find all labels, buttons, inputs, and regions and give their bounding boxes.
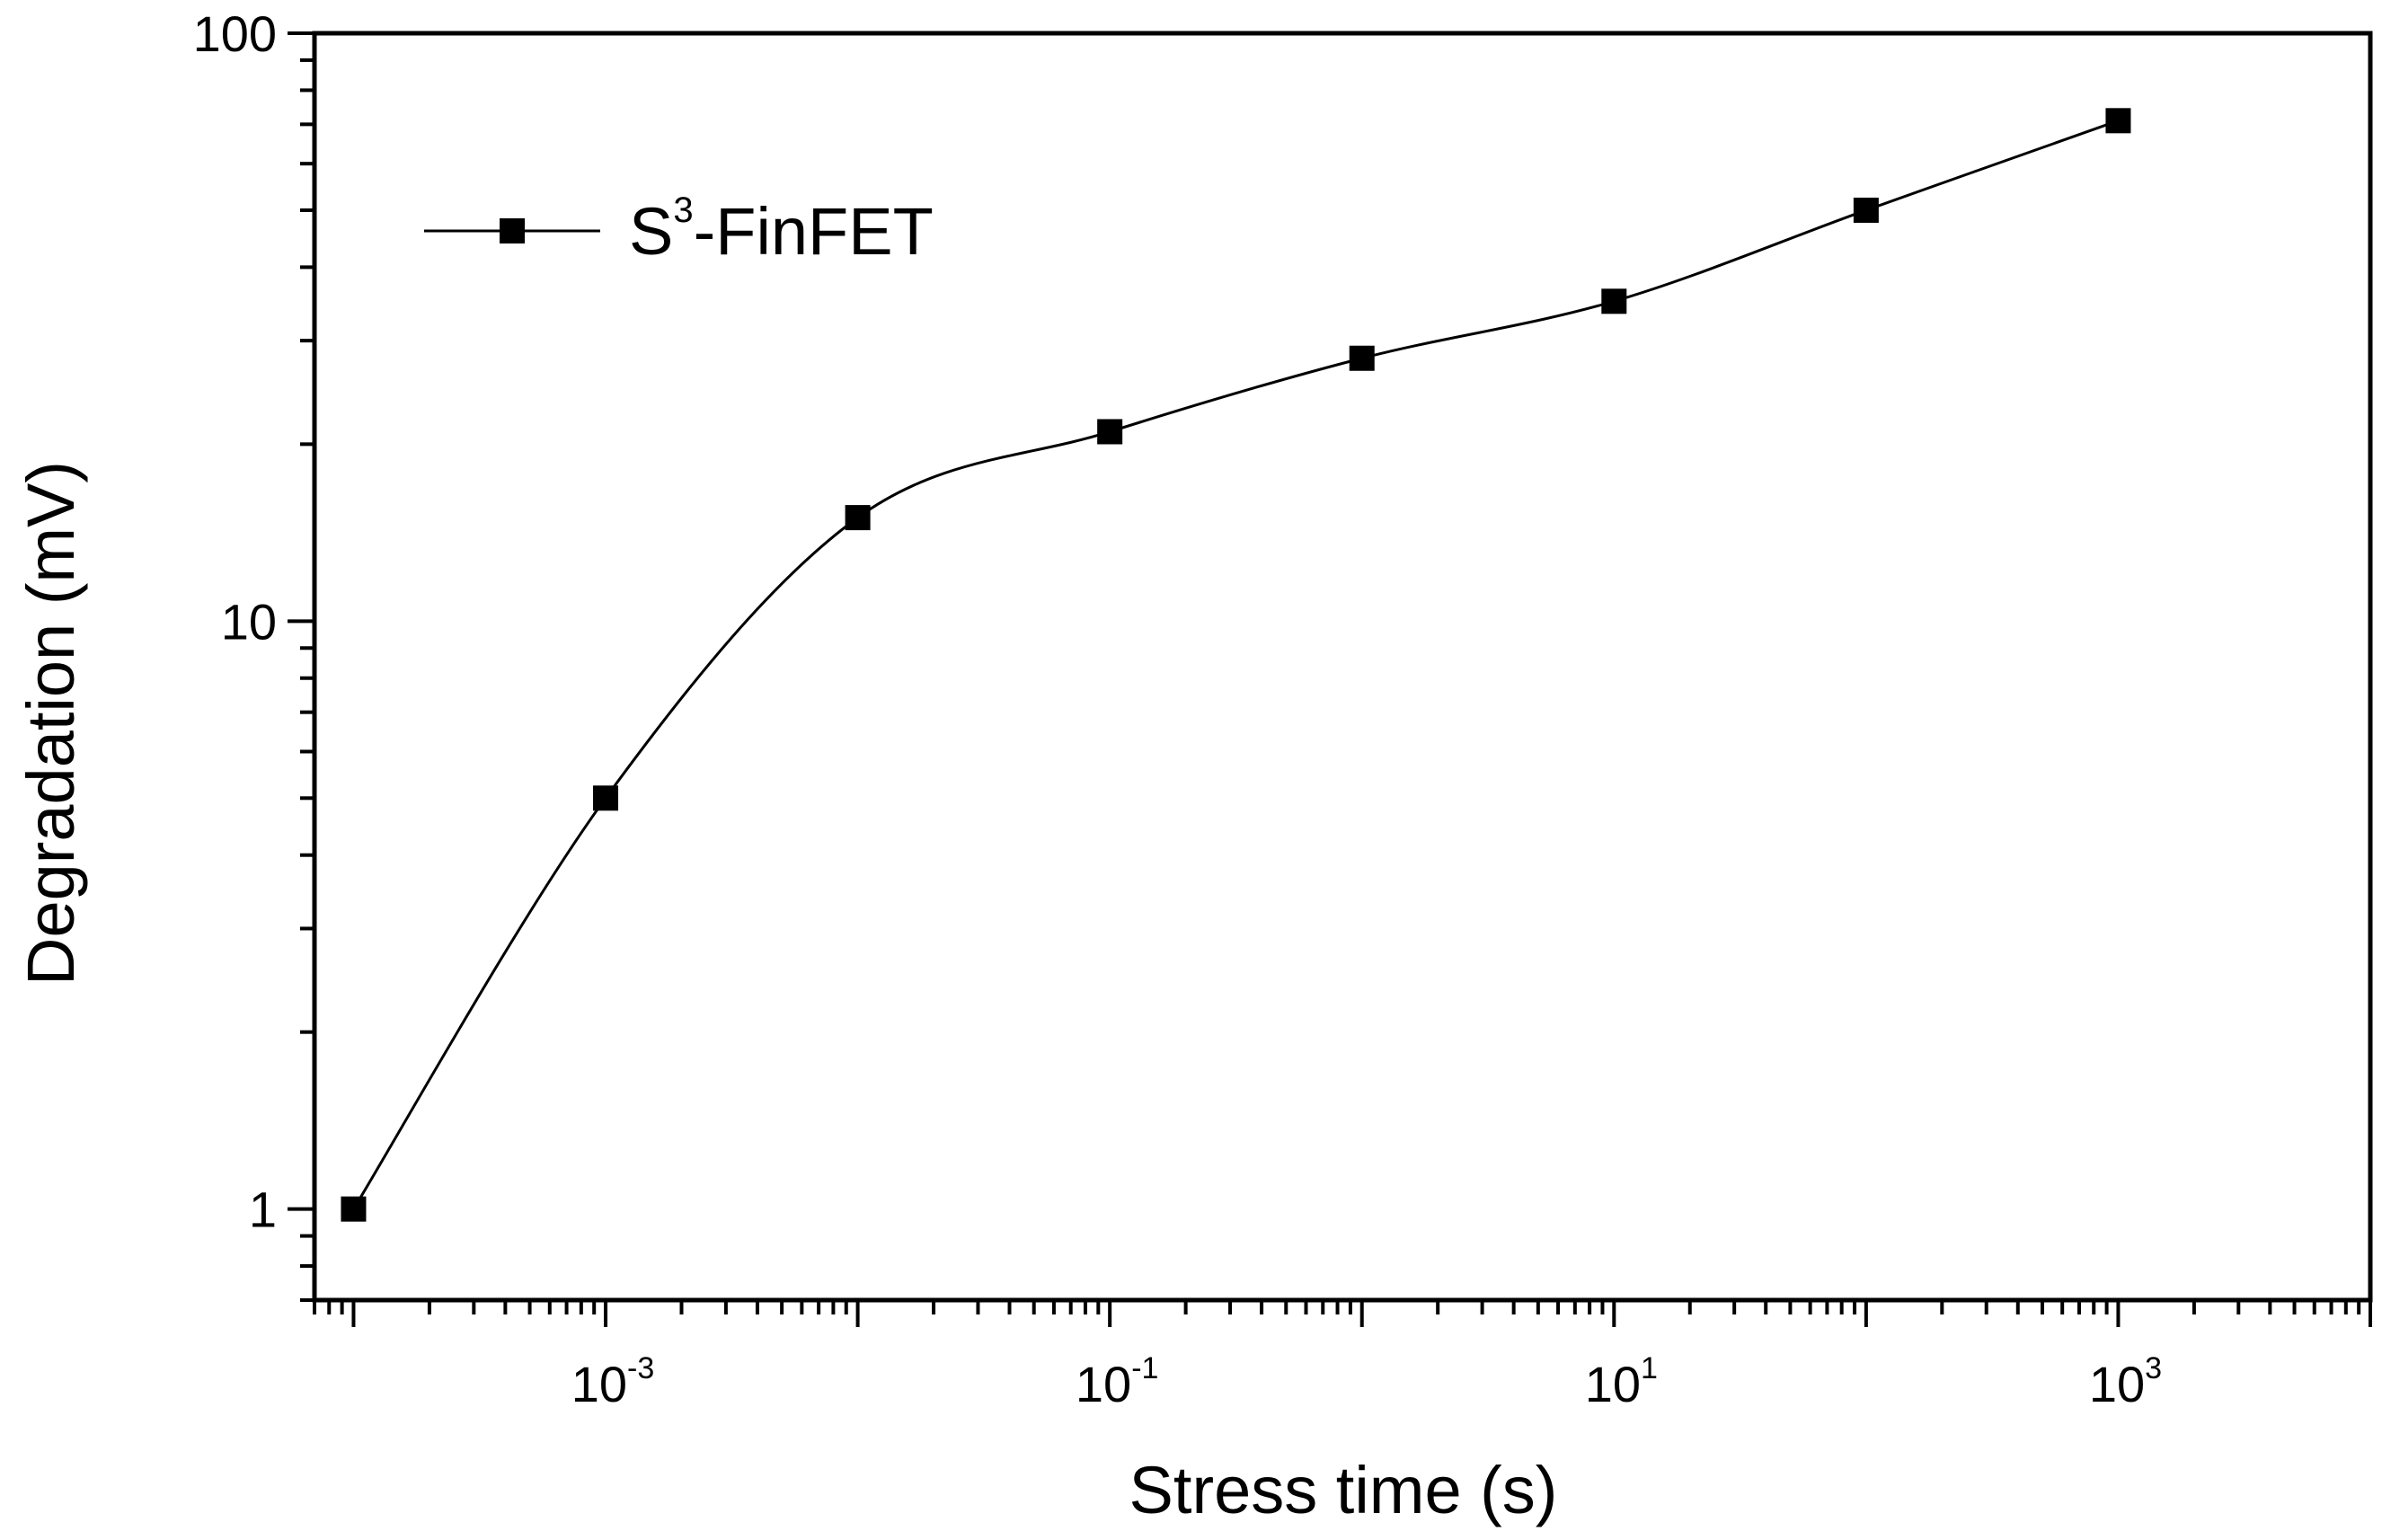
y-tick-label: 10 — [221, 593, 277, 650]
x-tick-label: 10-3 — [571, 1351, 655, 1412]
series-line — [352, 119, 2119, 1210]
legend-label: S3-FinFET — [629, 190, 934, 269]
x-tick-label: 103 — [2089, 1351, 2162, 1412]
axis-ticks — [288, 31, 2372, 1327]
data-point-marker — [845, 505, 871, 531]
x-tick-label: 101 — [1585, 1351, 1658, 1412]
data-point-marker — [1349, 345, 1375, 371]
legend: S3-FinFET — [424, 190, 934, 269]
data-point-marker — [1853, 197, 1879, 223]
x-axis-title: Stress time (s) — [1129, 1453, 1558, 1527]
data-point-marker — [593, 785, 619, 811]
plot-area-border — [312, 31, 2373, 1303]
y-axis-title: Degradation (mV) — [13, 461, 88, 986]
plot-frame — [312, 31, 2373, 1303]
series-layer — [341, 108, 2131, 1222]
data-point-marker — [1097, 419, 1123, 445]
legend-marker — [500, 218, 525, 243]
data-point-marker — [341, 1196, 367, 1222]
data-point-marker — [1601, 288, 1627, 314]
y-tick-label: 1 — [249, 1182, 277, 1238]
x-tick-label: 10-1 — [1076, 1351, 1159, 1412]
data-point-marker — [2105, 108, 2131, 134]
y-tick-label: 100 — [193, 5, 277, 62]
tick-labels: 10-3 10-1 101 103 1 10 100 — [193, 5, 2162, 1412]
